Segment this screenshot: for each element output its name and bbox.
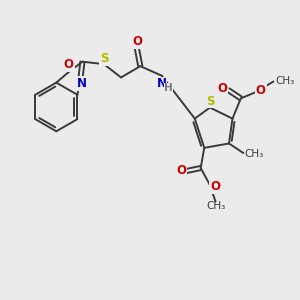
Text: O: O [256, 84, 266, 97]
Text: N: N [157, 77, 167, 91]
Text: O: O [176, 164, 186, 178]
Text: O: O [218, 82, 227, 95]
Text: O: O [64, 58, 74, 71]
Text: H: H [164, 83, 172, 93]
Text: CH₃: CH₃ [275, 76, 294, 86]
Text: S: S [100, 52, 108, 64]
Text: N: N [77, 77, 87, 90]
Text: O: O [132, 35, 142, 48]
Text: CH₃: CH₃ [245, 149, 264, 160]
Text: CH₃: CH₃ [206, 201, 225, 211]
Text: S: S [206, 94, 214, 107]
Text: O: O [210, 180, 220, 193]
